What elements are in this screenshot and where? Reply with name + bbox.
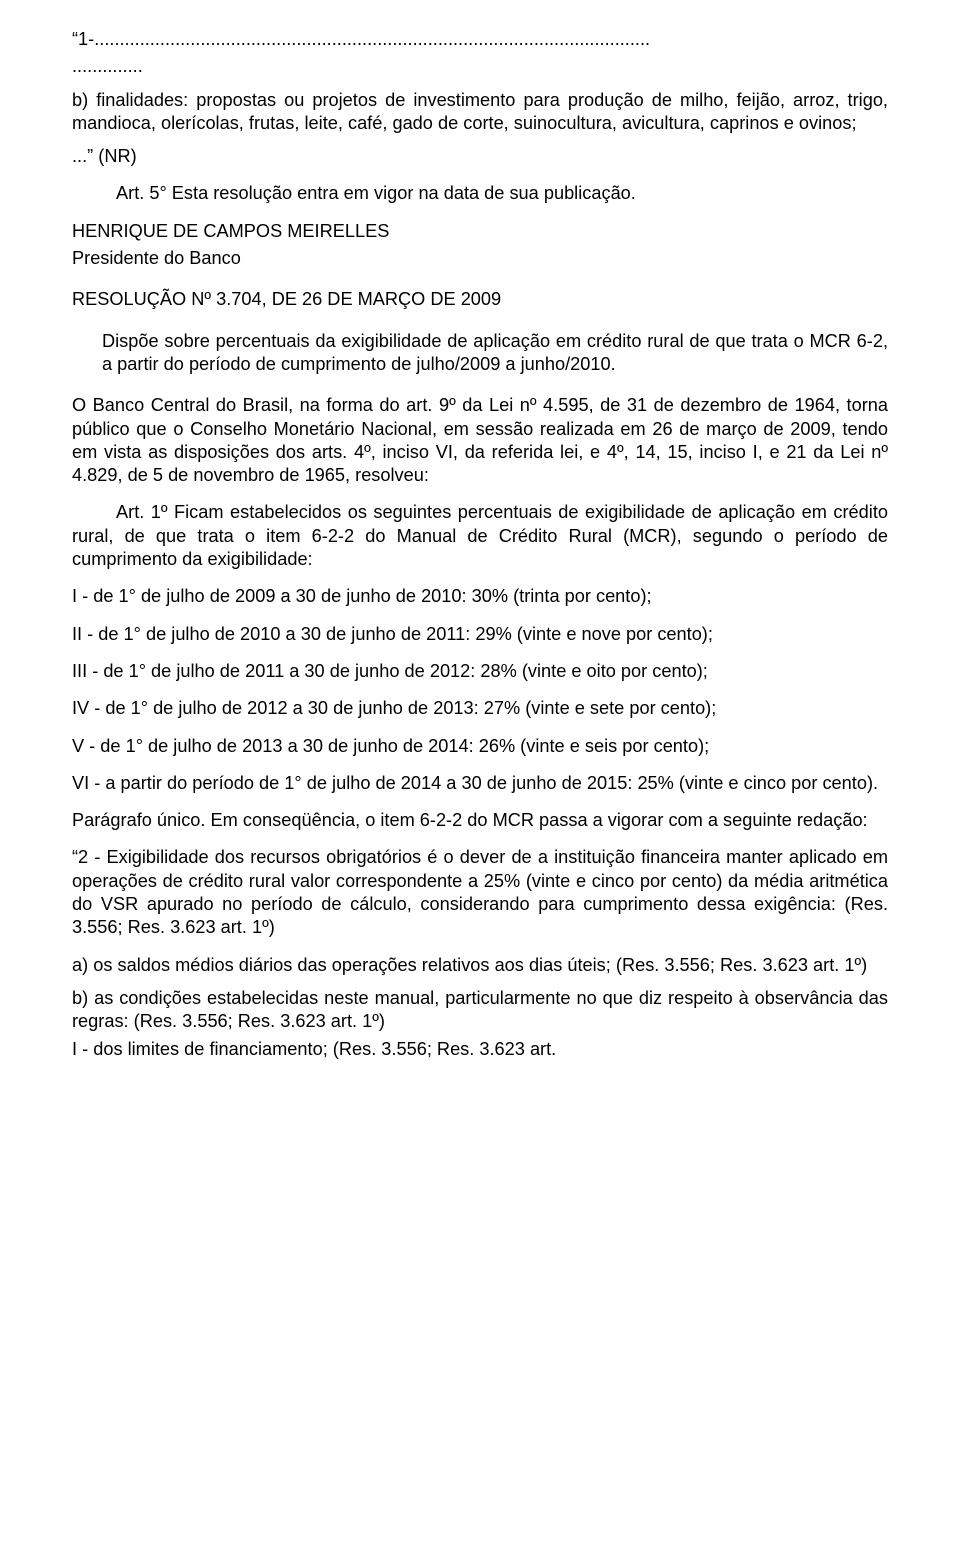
art-1: Art. 1º Ficam estabelecidos os seguintes…	[72, 501, 888, 571]
resolution-title: RESOLUÇÃO Nº 3.704, DE 26 DE MARÇO DE 20…	[72, 288, 888, 311]
resolution-summary: Dispõe sobre percentuais da exigibilidad…	[102, 330, 888, 377]
nr-marker: ...” (NR)	[72, 145, 888, 168]
paragrafo-unico: Parágrafo único. Em conseqüência, o item…	[72, 809, 888, 832]
item-ii: II - de 1° de julho de 2010 a 30 de junh…	[72, 623, 888, 646]
dotted-line-2: ..............	[72, 55, 888, 78]
item-i: I - de 1° de julho de 2009 a 30 de junho…	[72, 585, 888, 608]
item-iv: IV - de 1° de julho de 2012 a 30 de junh…	[72, 697, 888, 720]
item-vi: VI - a partir do período de 1° de julho …	[72, 772, 888, 795]
art-5: Art. 5° Esta resolução entra em vigor na…	[72, 182, 888, 205]
dotted-line-1: “1-.....................................…	[72, 28, 888, 51]
item-b-finalidades: b) finalidades: propostas ou projetos de…	[72, 89, 888, 136]
preamble: O Banco Central do Brasil, na forma do a…	[72, 394, 888, 487]
quote-2-exigibilidade: “2 - Exigibilidade dos recursos obrigató…	[72, 846, 888, 939]
signature-role: Presidente do Banco	[72, 247, 888, 270]
item-iii: III - de 1° de julho de 2011 a 30 de jun…	[72, 660, 888, 683]
signature-name: HENRIQUE DE CAMPOS MEIRELLES	[72, 220, 888, 243]
sub-i-limits: I - dos limites de financiamento; (Res. …	[72, 1038, 888, 1061]
sub-a: a) os saldos médios diários das operaçõe…	[72, 954, 888, 977]
item-v: V - de 1° de julho de 2013 a 30 de junho…	[72, 735, 888, 758]
sub-b: b) as condições estabelecidas neste manu…	[72, 987, 888, 1034]
